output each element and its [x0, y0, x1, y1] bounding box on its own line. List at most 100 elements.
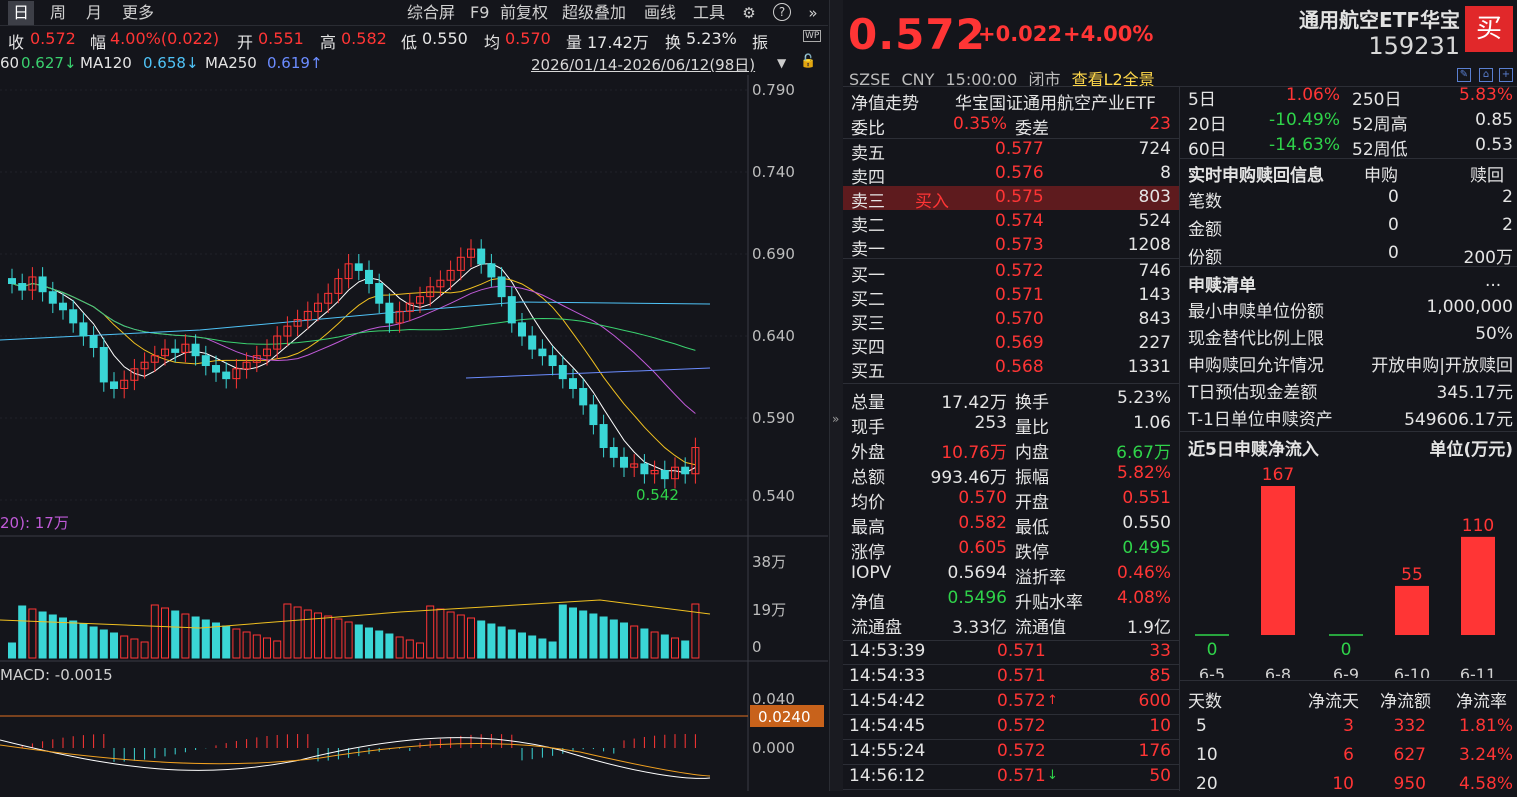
volume-bar	[171, 610, 180, 659]
volume-bar	[487, 623, 496, 659]
candle-body	[273, 335, 282, 350]
market-info: SZSE CNY 15:00:00 闭市 查看L2全景	[849, 66, 1161, 90]
date-range[interactable]: 2026/01/14-2026/06/12(98日)	[531, 56, 756, 74]
stat-value: 3.33亿	[952, 618, 1007, 638]
lock-icon[interactable]: 🔓	[800, 54, 817, 69]
stat-value: 5.82%	[1116, 463, 1171, 483]
stat-label: 跌停	[1015, 543, 1049, 563]
tools-button[interactable]: 工具	[693, 3, 726, 22]
stat-label: 流通值	[1015, 618, 1066, 638]
volume-bar	[650, 631, 659, 659]
candle-body	[303, 310, 312, 321]
volume-bar	[640, 628, 649, 659]
bid-label: 买三	[851, 314, 885, 334]
stat-label: 升贴水率	[1015, 593, 1083, 613]
row: 10 6 627 3.24%	[1180, 744, 1517, 768]
volume-bar	[436, 608, 445, 659]
nav-trend-label[interactable]: 净值走势	[851, 94, 919, 114]
row: 买三 0.570 843	[843, 308, 1179, 334]
volume-bar	[609, 619, 618, 659]
kline-chart[interactable]: 0.790 0.740 0.690 0.640 0.590 0.540 0.54…	[0, 0, 828, 791]
chart-toolbar: 日 周 月 更多 综合屏 F9 前复权 超级叠加 画线 工具 ⚙ ? »	[0, 0, 828, 26]
volume-bar	[293, 606, 302, 659]
bid-price: 0.569	[995, 333, 1044, 353]
row: 20日 -10.49% 52周高 0.85	[1180, 109, 1517, 135]
double-chevron-right-icon[interactable]: »	[808, 4, 818, 22]
flow-bar	[1395, 585, 1429, 635]
divider	[843, 383, 1179, 384]
dropdown-triangle-icon[interactable]: ▼	[777, 56, 787, 70]
edit-icon[interactable]: ✎	[1457, 68, 1471, 82]
realtime-redeem: 2	[1502, 215, 1513, 235]
volume-bar	[599, 616, 608, 659]
volume-bar	[79, 623, 88, 659]
candle-body	[589, 404, 598, 426]
ma10-line	[11, 277, 696, 466]
price-change: +0.022	[978, 22, 1063, 46]
low-value: 0.550	[422, 29, 468, 48]
candle-body	[375, 283, 384, 304]
alert-icon[interactable]: ⌂	[1479, 68, 1493, 82]
candle-body	[630, 463, 639, 468]
stat-value: 1.06	[1133, 413, 1171, 433]
composite-screen-button[interactable]: 综合屏	[407, 3, 456, 22]
volume-bar	[477, 620, 486, 659]
volume-bar	[120, 635, 129, 659]
super-overlay-button[interactable]: 超级叠加	[562, 3, 627, 22]
stat-value: 10.76万	[941, 443, 1007, 463]
volume-bar	[140, 641, 149, 659]
f9-button[interactable]: F9	[470, 3, 490, 22]
candle-body	[252, 355, 261, 363]
volume-bar	[660, 634, 669, 659]
buy-tag[interactable]: 买入	[915, 192, 949, 212]
ask-label: 卖五	[851, 144, 885, 164]
flow-bar	[1461, 536, 1495, 635]
table-head: 净流额	[1380, 692, 1431, 712]
candle-body	[28, 276, 37, 291]
add-icon[interactable]: +	[1499, 68, 1513, 82]
tab-more[interactable]: 更多	[122, 3, 155, 22]
candle-body	[426, 286, 435, 298]
flow-value: 167	[1262, 465, 1294, 485]
table-head: 天数	[1188, 692, 1222, 712]
row[interactable]: 卖三 0.575 803 买入	[843, 186, 1179, 212]
volume-bar	[59, 617, 67, 659]
tick-qty: 10	[1149, 716, 1171, 736]
volume-bar	[691, 603, 700, 659]
draw-line-button[interactable]: 画线	[644, 3, 677, 22]
buy-button[interactable]: 买	[1465, 6, 1513, 52]
forward-adjust-button[interactable]: 前复权	[500, 3, 549, 22]
tab-week[interactable]: 周	[50, 3, 67, 22]
ask-price: 0.574	[995, 211, 1044, 231]
gear-icon[interactable]: ⚙	[742, 4, 756, 22]
stat-label: 净值	[851, 593, 885, 613]
macd-lines	[0, 734, 711, 779]
divider	[843, 138, 1179, 139]
row: 14:54:33 0.571 85	[843, 665, 1179, 690]
list-title: 申赎清单	[1188, 276, 1256, 296]
stat-label: 换手	[1015, 393, 1049, 413]
row: 买二 0.571 143	[843, 284, 1179, 310]
candle-body	[660, 469, 669, 480]
collapse-panel-handle[interactable]: »	[829, 0, 843, 791]
divider	[1180, 158, 1517, 159]
open-value: 0.551	[258, 29, 304, 48]
wp-icon[interactable]: WP	[803, 30, 822, 42]
more-icon[interactable]: ...	[1485, 271, 1502, 291]
amp-label: 幅	[90, 33, 107, 52]
help-icon[interactable]: ?	[773, 3, 791, 21]
row: 天数 净流天 净流额 净流率	[1180, 686, 1517, 712]
ask-qty: 8	[1160, 163, 1171, 183]
period-value: 0.53	[1475, 135, 1513, 155]
candle-body	[467, 248, 475, 258]
volume-bar	[569, 607, 577, 659]
candle-body	[324, 292, 333, 304]
period-value: -10.49%	[1269, 110, 1340, 130]
stat-label: 最低	[1015, 518, 1049, 538]
volume-bar	[242, 631, 251, 659]
ask-price: 0.575	[995, 187, 1044, 207]
l2-link[interactable]: 查看L2全景	[1071, 70, 1155, 89]
volume-bar	[38, 611, 47, 659]
tab-month[interactable]: 月	[86, 3, 103, 22]
tab-day[interactable]: 日	[8, 1, 35, 25]
